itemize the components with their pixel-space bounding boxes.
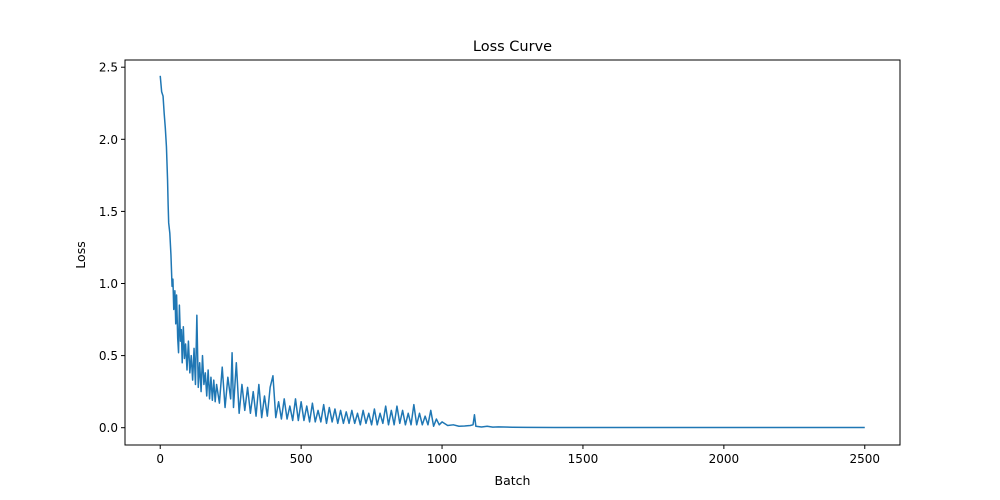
x-tick-label: 2000 xyxy=(709,452,740,466)
x-tick-label: 2500 xyxy=(849,452,880,466)
y-axis-ticks: 0.0 0.5 1.0 1.5 2.0 2.5 xyxy=(99,61,125,435)
x-axis-ticks: 0 500 1000 1500 2000 2500 xyxy=(156,445,880,466)
y-tick-label: 0.0 xyxy=(99,421,118,435)
x-tick-label: 0 xyxy=(156,452,164,466)
x-tick-label: 1500 xyxy=(568,452,599,466)
x-tick-label: 500 xyxy=(290,452,313,466)
plot-area xyxy=(159,75,865,429)
axes-frame xyxy=(124,59,901,446)
loss-series-line xyxy=(159,75,865,429)
y-axis-label: Loss xyxy=(73,241,88,268)
y-tick-label: 0.5 xyxy=(99,349,118,363)
x-tick-label: 1000 xyxy=(427,452,458,466)
y-tick-label: 1.5 xyxy=(99,205,118,219)
y-tick-label: 1.0 xyxy=(99,277,118,291)
y-tick-label: 2.5 xyxy=(99,61,118,75)
y-tick-label: 2.0 xyxy=(99,133,118,147)
chart-title: Loss Curve xyxy=(473,39,552,55)
x-axis-label: Batch xyxy=(495,473,531,488)
